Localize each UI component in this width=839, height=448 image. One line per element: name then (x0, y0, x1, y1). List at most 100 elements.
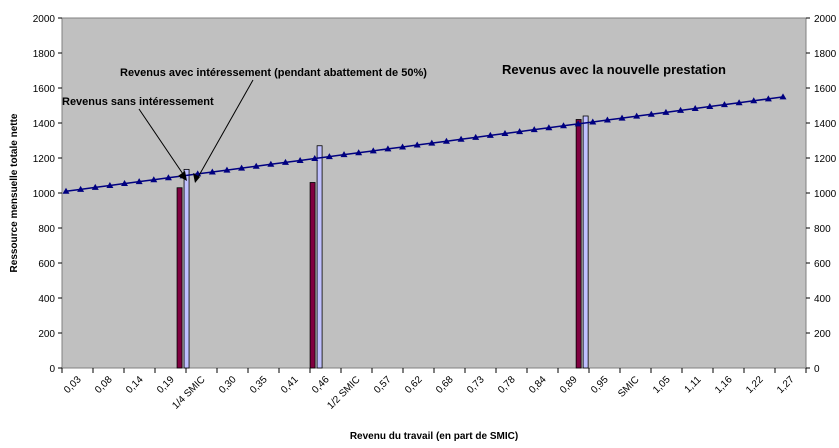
line-marker-triangle (589, 118, 597, 125)
right-y-tick-label: 200 (814, 329, 831, 340)
line-marker-triangle (501, 130, 509, 136)
line-marker-triangle (121, 180, 129, 187)
x-tick-label: 0,73 (465, 374, 487, 396)
line-marker-triangle (296, 156, 304, 163)
line-marker-triangle (369, 147, 377, 154)
line-marker-triangle (238, 164, 246, 171)
left-y-tick-label: 1600 (33, 84, 56, 95)
left-y-tick-label: 2000 (33, 14, 56, 25)
y-axis-title: Ressource mensuelle totale nette (9, 113, 20, 272)
line-marker-triangle (486, 131, 494, 138)
x-tick-label: 0,89 (558, 374, 580, 396)
line-marker-triangle (164, 174, 172, 181)
x-tick-label: 0,41 (279, 374, 301, 396)
annotation-sans-interessement: Revenus sans intéressement (62, 96, 214, 108)
x-tick-label: SMIC (616, 374, 641, 399)
line-marker-triangle (779, 93, 787, 100)
line-marker-triangle (281, 158, 289, 165)
line-marker-triangle (428, 139, 436, 146)
line-marker-triangle (135, 178, 143, 185)
x-tick-label: 0,08 (93, 374, 115, 396)
line-marker-triangle (457, 135, 465, 142)
line-marker-triangle (691, 104, 699, 111)
line-marker-triangle (91, 183, 99, 190)
bar-avec-interessement (582, 115, 589, 369)
line-marker-triangle (413, 141, 421, 148)
line-marker-triangle (399, 143, 407, 150)
x-axis-title: Revenu du travail (en part de SMIC) (350, 431, 518, 442)
right-y-tick-label: 400 (814, 294, 831, 305)
right-y-tick-label: 1000 (814, 189, 837, 200)
right-y-tick-label: 1400 (814, 119, 837, 130)
line-marker-triangle (355, 149, 363, 156)
x-tick-label: 0,68 (434, 374, 456, 396)
line-marker-triangle (574, 120, 582, 127)
left-y-tick-label: 200 (38, 329, 55, 340)
x-tick-label: 1/2 SMIC (325, 374, 362, 411)
line-marker-triangle (764, 95, 772, 102)
x-tick-label: 0,84 (527, 374, 549, 396)
x-tick-label: 0,35 (248, 374, 270, 396)
annotation-avec-interessement: Revenus avec intéressement (pendant abat… (120, 67, 427, 79)
arrow-sans-line (138, 108, 186, 178)
bar-sans-interessement (575, 119, 582, 369)
line-marker-triangle (720, 101, 728, 108)
line-marker-triangle (530, 126, 538, 133)
x-tick-label: 0,19 (155, 374, 177, 396)
line-marker-triangle (252, 162, 260, 169)
x-tick-label: 1/4 SMIC (170, 374, 207, 411)
x-tick-label: 0,57 (372, 374, 394, 396)
bar-avec-interessement (316, 145, 323, 369)
left-y-tick-label: 1400 (33, 119, 56, 130)
arrow-sans-head (178, 171, 187, 181)
line-marker-triangle (560, 122, 568, 129)
bar-sans-interessement (176, 187, 183, 369)
line-marker-triangle (706, 103, 714, 110)
left-y-tick-label: 400 (38, 294, 55, 305)
line-marker-triangle (677, 106, 685, 113)
line-marker-triangle (384, 145, 392, 152)
line-marker-triangle (62, 187, 70, 194)
x-tick-label: 1,11 (683, 374, 704, 395)
line-marker-triangle (633, 112, 641, 119)
bars-group (176, 115, 589, 369)
line-marker-triangle (325, 153, 333, 160)
left-y-tick-label: 1000 (33, 189, 56, 200)
line-marker-triangle (150, 176, 158, 183)
right-y-tick-label: 600 (814, 259, 831, 270)
line-marker-triangle (735, 99, 743, 106)
left-y-tick-label: 1800 (33, 49, 56, 60)
bar-avec-interessement (183, 168, 190, 369)
line-marker-triangle (545, 124, 553, 131)
x-tick-label: 1,27 (775, 374, 797, 396)
x-tick-label: 1,22 (744, 374, 766, 396)
right-y-tick-label: 1600 (814, 84, 837, 95)
right-y-tick-label: 1200 (814, 154, 837, 165)
line-marker-triangle (618, 114, 626, 121)
x-tick-label: 0,14 (124, 374, 146, 396)
x-tick-label: 0,78 (496, 374, 518, 396)
right-y-axis: 0 200 400 600 800 1000 1200 1400 1600 1800 2000 (806, 14, 837, 375)
x-tick-label: 0,46 (310, 374, 332, 396)
annotation-nouvelle-prestation: Revenus avec la nouvelle prestation (502, 62, 726, 77)
line-marker-triangle (267, 160, 275, 167)
right-y-tick-label: 800 (814, 224, 831, 235)
line-marker-triangle (662, 108, 670, 115)
arrow-avec-head (193, 173, 200, 183)
left-y-tick-label: 0 (49, 364, 55, 375)
line-marker-triangle (472, 133, 480, 140)
line-marker-triangle (106, 181, 114, 188)
arrow-avec-line (196, 79, 254, 180)
line-marker-triangle (750, 97, 758, 104)
x-tick-label: 0,30 (217, 374, 239, 396)
left-y-tick-label: 600 (38, 259, 55, 270)
line-marker-triangle (77, 185, 85, 192)
line-marker-triangle (223, 166, 231, 173)
bar-sans-interessement (309, 182, 316, 369)
x-axis: 0,03 0,08 0,14 0,191/4 SMIC 0,30 0,35 0,41 0,46… (61, 368, 807, 412)
x-tick-label: 1,16 (713, 374, 735, 396)
line-marker-triangle (647, 110, 655, 117)
left-y-tick-label: 800 (38, 224, 55, 235)
line-marker-triangle (516, 128, 524, 135)
